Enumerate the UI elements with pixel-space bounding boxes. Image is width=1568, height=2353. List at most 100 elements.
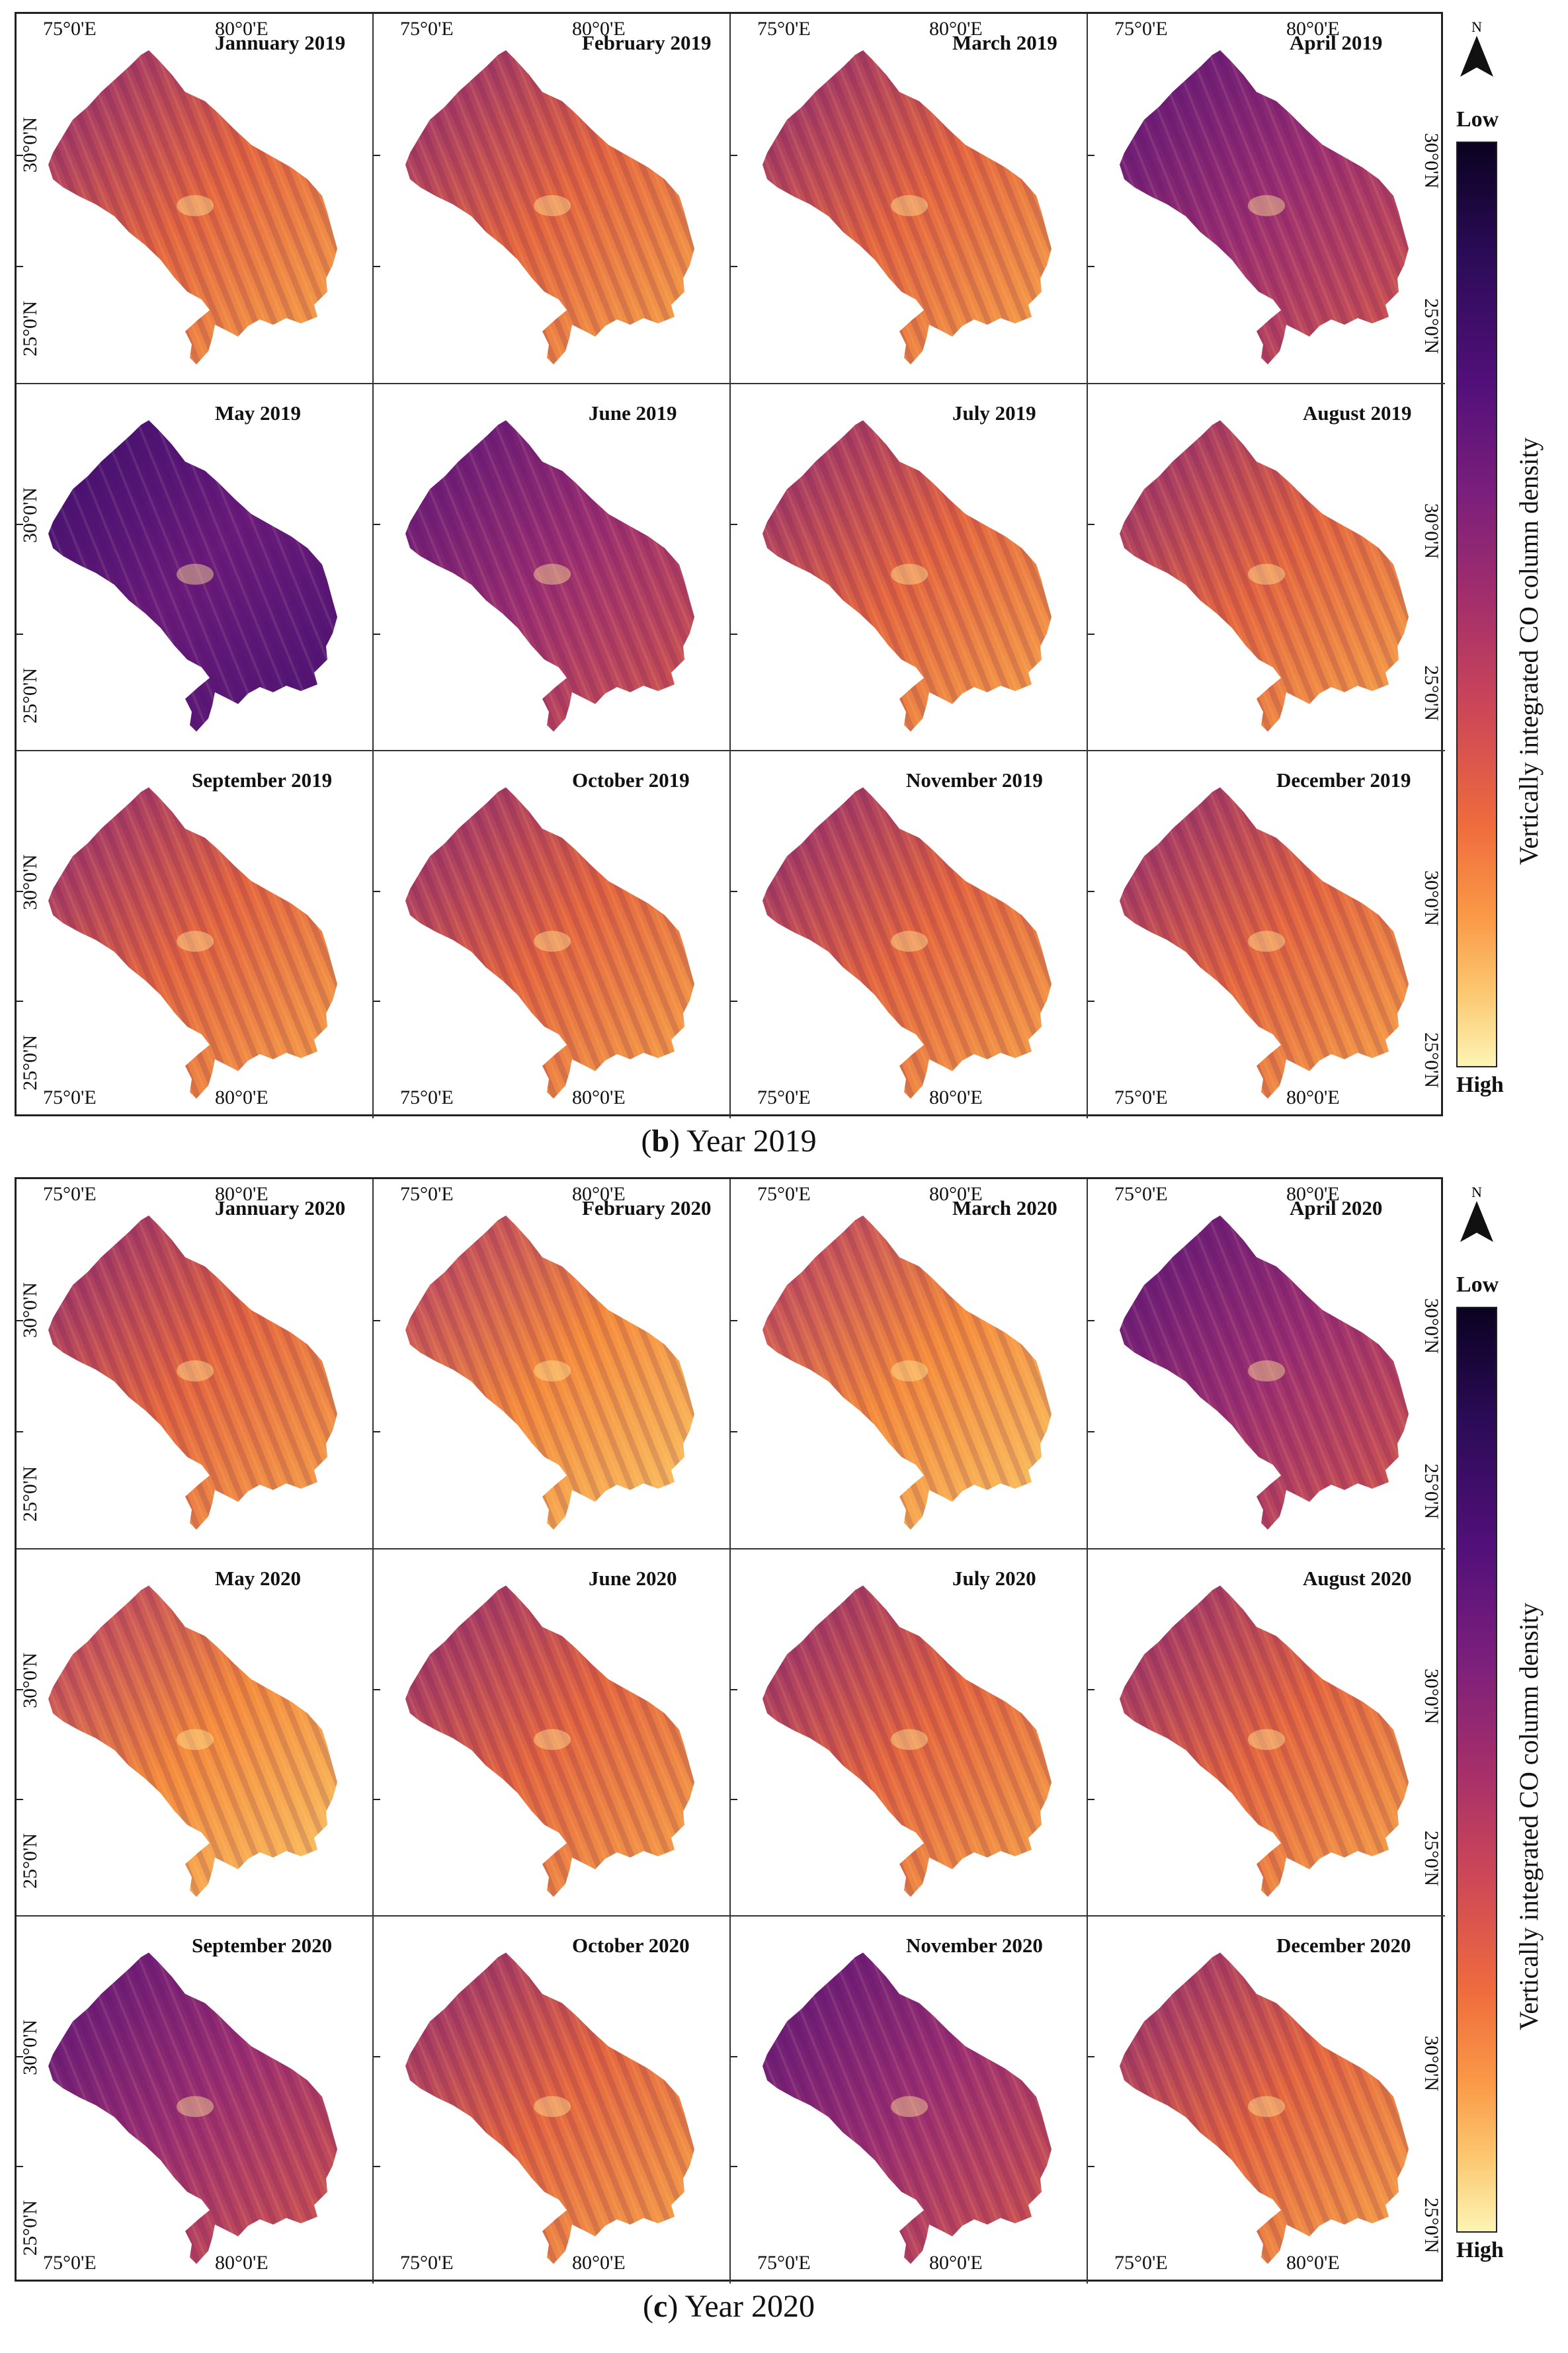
axis-tick (1088, 634, 1094, 635)
panel-title: Jannuary 2019 (215, 31, 346, 54)
month-panel: October 2020 75°0'E 80°0'E (374, 1917, 731, 2284)
axis-tick (731, 1001, 737, 1002)
hotspot (1248, 1729, 1285, 1751)
lon-label-75e: 75°0'E (757, 18, 811, 40)
lon-label-75e: 75°0'E (757, 1183, 811, 1205)
hotspot (534, 1729, 571, 1751)
region-texture (1120, 420, 1409, 732)
panel-title: November 2019 (906, 768, 1043, 792)
axis-tick (17, 1320, 23, 1321)
month-panel: May 2020 30°0'N 25°0'N (17, 1549, 374, 1917)
axis-tick (17, 1001, 23, 1002)
lon-label-80e: 80°0'E (572, 18, 626, 40)
lon-label-80e: 80°0'E (929, 18, 983, 40)
axis-tick (374, 266, 380, 267)
month-panel: May 2019 30°0'N 25°0'N (17, 384, 374, 751)
lon-label-80e: 80°0'E (572, 1087, 626, 1108)
month-panel: October 2019 75°0'E 80°0'E (374, 751, 731, 1118)
month-panel: July 2019 (731, 384, 1088, 751)
axis-tick (1088, 524, 1094, 525)
co-density-map (48, 1585, 337, 1897)
co-density-map (763, 787, 1052, 1099)
lon-label-75e: 75°0'E (1114, 1183, 1168, 1205)
axis-tick (17, 2166, 23, 2167)
region-texture (48, 1585, 337, 1897)
co-density-map (1120, 50, 1409, 364)
axis-tick (374, 1320, 380, 1321)
co-density-map (1120, 1952, 1409, 2264)
region-texture (405, 1216, 694, 1530)
axis-tick (17, 155, 23, 156)
month-panel: Jannuary 2019 75°0'E 80°0'E 30°0'N 25°0'N (17, 14, 374, 384)
month-panel: November 2020 75°0'E 80°0'E (731, 1917, 1088, 2284)
hotspot (891, 1360, 928, 1382)
panel-title: April 2020 (1290, 1196, 1383, 1219)
hotspot (891, 1729, 928, 1751)
panel-title: July 2019 (952, 401, 1036, 425)
region-texture (763, 787, 1052, 1099)
axis-tick (1088, 1320, 1094, 1321)
hotspot (177, 563, 214, 585)
co-density-map (48, 787, 337, 1099)
lon-label-80e: 80°0'E (215, 1087, 268, 1108)
co-density-map (48, 1216, 337, 1530)
region-texture (1120, 1585, 1409, 1897)
lat-label-25n: 25°0'N (19, 300, 41, 356)
month-panel: June 2019 (374, 384, 731, 751)
lat-label-25n: 25°0'N (19, 1465, 41, 1522)
lon-label-75e: 75°0'E (400, 1183, 454, 1205)
axis-tick (731, 634, 737, 635)
caption-letter: b (651, 1124, 670, 1159)
axis-tick (17, 1431, 23, 1432)
lon-label-80e: 80°0'E (572, 1183, 626, 1205)
axis-tick (1088, 266, 1094, 267)
axis-tick (17, 634, 23, 635)
co-density-map (763, 1952, 1052, 2264)
lat-label-30n: 30°0'N (1421, 870, 1442, 927)
month-panel: February 2020 75°0'E 80°0'E (374, 1179, 731, 1549)
hotspot (177, 930, 214, 952)
month-panel: March 2020 75°0'E 80°0'E (731, 1179, 1088, 1549)
region-texture (405, 1952, 694, 2264)
lat-label-25n: 25°0'N (1421, 298, 1442, 354)
axis-tick (1088, 1689, 1094, 1690)
region-texture (1120, 50, 1409, 364)
lat-label-25n: 25°0'N (1421, 2198, 1442, 2254)
co-density-map (405, 1216, 694, 1530)
lon-label-75e: 75°0'E (400, 1087, 454, 1108)
month-panel: August 2019 30°0'N 25°0'N (1088, 384, 1445, 751)
section-caption: (c) Year 2020 (643, 2289, 815, 2324)
month-panel: Jannuary 2020 75°0'E 80°0'E 30°0'N 25°0'N (17, 1179, 374, 1549)
month-panel: June 2020 (374, 1549, 731, 1917)
lat-label-25n: 25°0'N (1421, 1032, 1442, 1089)
month-panel: April 2019 75°0'E 80°0'E 30°0'N 25°0'N (1088, 14, 1445, 384)
lat-label-30n: 30°0'N (19, 854, 41, 910)
axis-tick (731, 2166, 737, 2167)
month-panel: September 2020 75°0'E 80°0'E 30°0'N 25°0'N (17, 1917, 374, 2284)
lat-label-25n: 25°0'N (19, 667, 41, 723)
lon-label-80e: 80°0'E (1286, 2252, 1340, 2274)
panel-title: December 2020 (1276, 1934, 1411, 1957)
axis-tick (1088, 1001, 1094, 1002)
lon-label-75e: 75°0'E (1114, 1087, 1168, 1108)
axis-tick (374, 1431, 380, 1432)
co-density-map (405, 50, 694, 364)
region-texture (48, 420, 337, 732)
lat-label-25n: 25°0'N (1421, 1831, 1442, 1887)
panel-title: August 2019 (1303, 401, 1412, 425)
panel-title: June 2019 (589, 401, 677, 425)
lat-label-30n: 30°0'N (19, 1282, 41, 1338)
month-panel: July 2020 (731, 1549, 1088, 1917)
north-arrow-icon: N (1460, 1184, 1493, 1242)
region-texture (763, 1216, 1052, 1530)
lon-label-75e: 75°0'E (757, 1087, 811, 1108)
hotspot (534, 563, 571, 585)
axis-tick (1088, 1799, 1094, 1800)
axis-tick (731, 1431, 737, 1432)
region-texture (1120, 787, 1409, 1099)
co-density-map (763, 1585, 1052, 1897)
month-panel: August 2020 30°0'N 25°0'N (1088, 1549, 1445, 1917)
lon-label-80e: 80°0'E (929, 2252, 983, 2274)
region-texture (48, 1216, 337, 1530)
co-density-map (1120, 787, 1409, 1099)
